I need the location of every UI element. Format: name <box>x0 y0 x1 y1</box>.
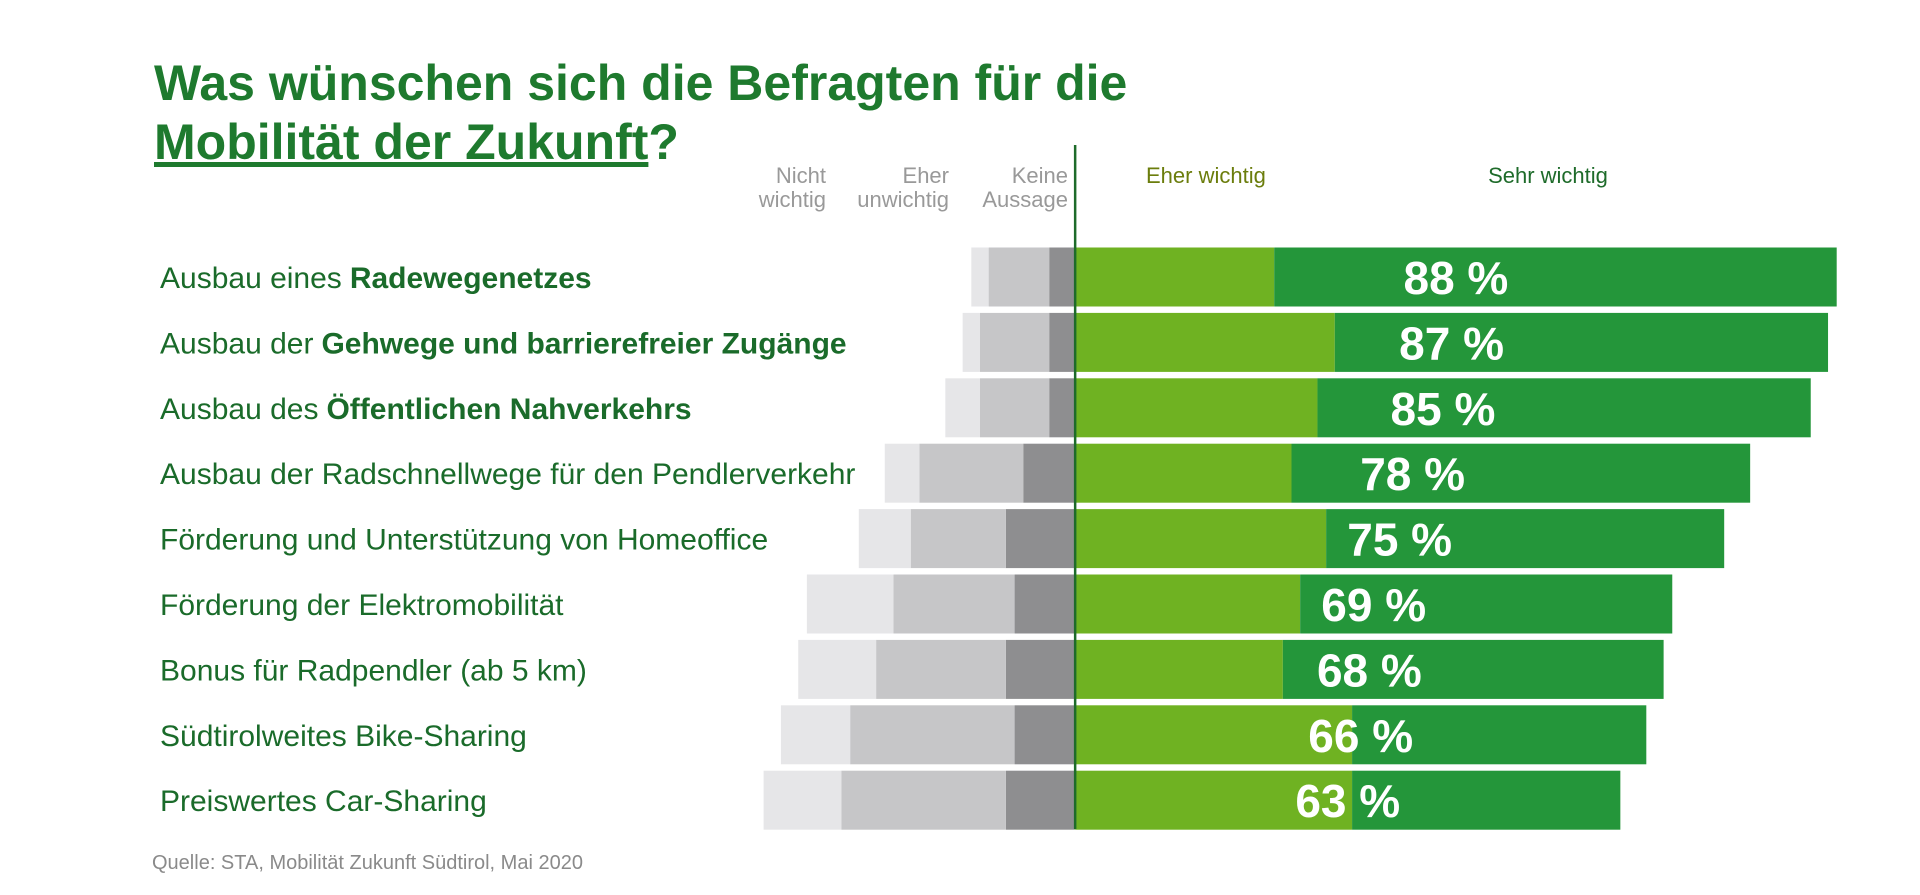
category-label-emphasis: Radewegenetzes <box>350 262 592 295</box>
bar-segment <box>1075 509 1327 569</box>
category-label: Förderung der Elektromobilität <box>160 589 564 622</box>
legend-label-line: Aussage <box>982 187 1068 212</box>
bar-segment <box>979 312 1050 372</box>
bar-segment <box>893 574 1015 634</box>
bar-segment <box>1014 705 1076 765</box>
source-note: Quelle: STA, Mobilität Zukunft Südtirol,… <box>152 852 583 874</box>
bar-segment <box>806 574 894 634</box>
category-label: Preiswertes Car-Sharing <box>160 785 487 818</box>
bar-segment <box>1334 312 1829 372</box>
category-label-text: Südtirolweites Bike-Sharing <box>160 720 527 753</box>
legend-label-line: wichtig <box>758 187 826 212</box>
legend-label: Eher wichtig <box>1146 163 1266 188</box>
bar-segment <box>1075 705 1353 765</box>
legend-label-line: unwichtig <box>857 187 949 212</box>
value-label: 69 % <box>1321 579 1426 631</box>
bar-segment <box>1075 574 1301 634</box>
bar-segment <box>1326 509 1725 569</box>
category-label-text: Ausbau der Radschnellwege für den Pendle… <box>160 458 855 491</box>
legend-label: Sehr wichtig <box>1488 163 1608 188</box>
bar-segment <box>1352 705 1647 765</box>
bar-segment <box>1023 443 1076 503</box>
bar-segment <box>945 378 980 438</box>
category-label: Ausbau eines Radewegenetzes <box>160 262 592 295</box>
bar-segment <box>1075 443 1292 503</box>
chart-title: Was wünschen sich die Befragten für die <box>154 55 1127 111</box>
bar-segment <box>979 378 1050 438</box>
value-label: 87 % <box>1399 317 1504 369</box>
bar-segment <box>962 312 980 372</box>
bar-segment <box>1049 312 1076 372</box>
bar-segment <box>1274 247 1837 307</box>
chart-title-end: ? <box>648 114 679 170</box>
bar-segment <box>988 247 1050 307</box>
bar-segment <box>1005 770 1076 830</box>
bar-segment <box>1300 574 1673 634</box>
bar-segment <box>1049 247 1076 307</box>
bar-segment <box>876 639 1006 699</box>
value-label: 68 % <box>1317 644 1422 696</box>
bar-segment <box>1282 639 1664 699</box>
bar-segment <box>919 443 1024 503</box>
bar-segment <box>1005 639 1076 699</box>
value-label: 63 % <box>1295 775 1400 827</box>
value-label: 78 % <box>1360 448 1465 500</box>
category-label-text: Ausbau des <box>160 393 318 426</box>
bar-segment <box>1049 378 1076 438</box>
legend-label-line: Nicht <box>776 163 826 188</box>
legend-label: Nicht wichtig <box>758 163 826 212</box>
category-label: Südtirolweites Bike-Sharing <box>160 720 527 753</box>
bar-segment <box>910 509 1006 569</box>
category-label-text: Ausbau der <box>160 327 313 360</box>
bar-segment <box>1005 509 1076 569</box>
value-label: 66 % <box>1308 710 1413 762</box>
bar-segment <box>1291 443 1751 503</box>
category-label-text: Bonus für Radpendler (ab 5 km) <box>160 654 587 687</box>
bar-segment <box>1075 312 1335 372</box>
chart-title: Mobilität der Zukunft? <box>154 114 679 170</box>
bar-segment <box>1075 639 1283 699</box>
bar-segment <box>971 247 989 307</box>
bar-segment <box>841 770 1006 830</box>
category-label-text: Preiswertes Car-Sharing <box>160 785 487 818</box>
bar-segment <box>798 639 877 699</box>
bar-segment <box>1014 574 1076 634</box>
category-label: Ausbau der Radschnellwege für den Pendle… <box>160 458 855 491</box>
bar-segment <box>1317 378 1811 438</box>
chart-title-emphasis: Mobilität der Zukunft <box>154 114 649 170</box>
legend-label-line: Eher <box>903 163 949 188</box>
category-label-text: Förderung der Elektromobilität <box>160 589 564 622</box>
legend-label: Eher unwichtig <box>857 163 949 212</box>
bar-segment <box>858 509 911 569</box>
category-label-emphasis: Öffentlichen Nahverkehrs <box>326 393 691 426</box>
bar-segment <box>884 443 920 503</box>
category-label: Bonus für Radpendler (ab 5 km) <box>160 654 587 687</box>
value-label: 75 % <box>1347 514 1452 566</box>
legend-label: Keine Aussage <box>982 163 1068 212</box>
bar-segment <box>850 705 1015 765</box>
bar-segment <box>780 705 851 765</box>
value-label: 88 % <box>1403 252 1508 304</box>
value-label: 85 % <box>1391 383 1496 435</box>
category-label-text: Förderung und Unterstützung von Homeoffi… <box>160 524 768 557</box>
bar-segment <box>1075 770 1353 830</box>
bar-segment <box>1075 378 1318 438</box>
category-label: Ausbau des Öffentlichen Nahverkehrs <box>160 393 692 426</box>
category-label-emphasis: Gehwege und barrierefreier Zugänge <box>321 327 846 360</box>
category-label: Förderung und Unterstützung von Homeoffi… <box>160 524 768 557</box>
bar-segment <box>1352 770 1621 830</box>
bar-segment <box>763 770 842 830</box>
legend-label-line: Keine <box>1012 163 1068 188</box>
bar-segment <box>1075 247 1275 307</box>
category-label: Ausbau der Gehwege und barrierefreier Zug… <box>160 327 847 360</box>
category-label-text: Ausbau eines <box>160 262 342 295</box>
